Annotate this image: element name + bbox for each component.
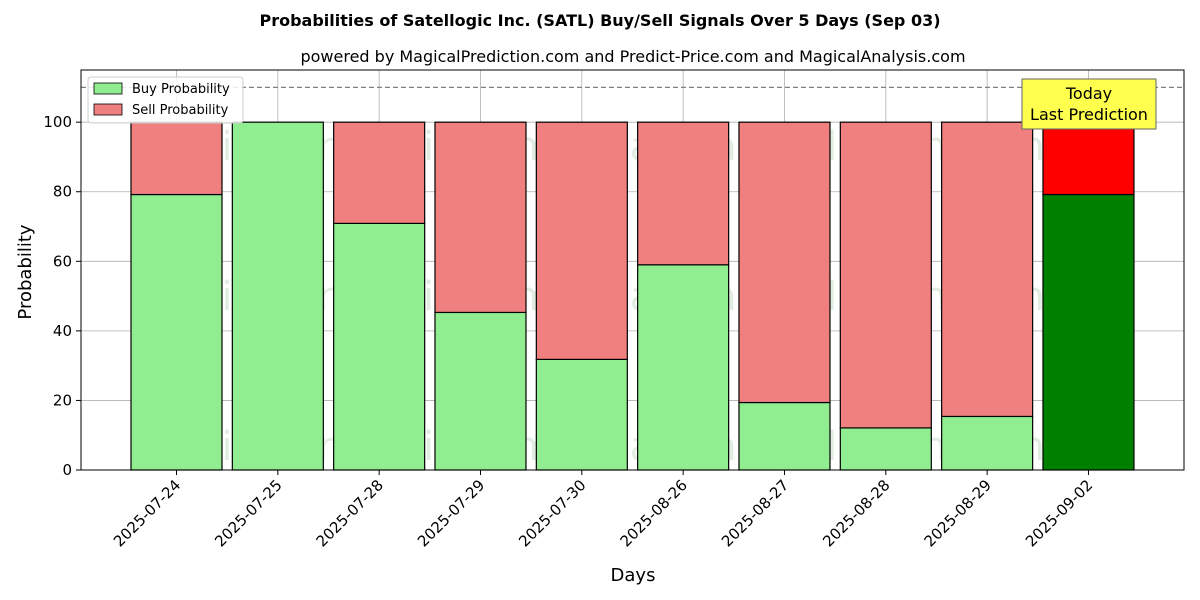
bars	[130, 121, 1135, 471]
x-tick-label-2025-07-29: 2025-07-29	[414, 476, 488, 550]
y-axis: 0 20 40 60 80 100	[43, 113, 81, 479]
annotation-box	[1021, 78, 1157, 130]
bar-buy-2025-09-02	[1042, 193, 1135, 471]
y-tick-label-4: 80	[53, 183, 72, 201]
bar-sell-2025-08-29	[941, 121, 1034, 418]
bar-sell-2025-08-28	[839, 121, 932, 429]
y-tick-label-3: 60	[53, 252, 72, 270]
bar-sell-2025-07-24	[130, 121, 223, 196]
x-tick-label-2025-08-29: 2025-08-29	[921, 476, 995, 550]
bar-sell-2025-07-29	[434, 121, 527, 314]
bar-buy-2025-08-27	[738, 401, 831, 471]
bar-buy-2025-08-28	[839, 427, 932, 471]
annotation-today: Today	[1065, 84, 1112, 103]
x-tick-label-2025-09-02: 2025-09-02	[1022, 476, 1096, 550]
x-tick-label-2025-08-26: 2025-08-26	[617, 476, 691, 550]
x-tick-label-2025-07-30: 2025-07-30	[515, 476, 589, 550]
bar-buy-2025-07-29	[434, 311, 527, 471]
x-tick-label-2025-07-28: 2025-07-28	[313, 476, 387, 550]
y-axis-label: Probability	[15, 224, 36, 319]
bar-sell-2025-09-02	[1042, 121, 1135, 196]
legend-label-buy: Buy Probability	[132, 82, 230, 97]
y-tick-label-2: 40	[53, 322, 72, 340]
legend-box	[87, 76, 244, 124]
legend-swatch-sell	[93, 103, 123, 116]
bar-sell-2025-08-26	[637, 121, 730, 266]
chart-title: Probabilities of Satellogic Inc. (SATL) …	[259, 11, 940, 30]
chart-subtitle: powered by MagicalPrediction.com and Pre…	[300, 47, 965, 66]
bar-buy-2025-07-30	[535, 358, 628, 471]
x-tick-label-2025-07-24: 2025-07-24	[110, 476, 184, 550]
plot-frame	[80, 69, 1185, 471]
bar-buy-2025-07-24	[130, 193, 223, 471]
bar-buy-2025-08-29	[941, 415, 1034, 471]
bar-sell-2025-07-30	[535, 121, 628, 360]
y-tick-label-5: 100	[43, 113, 72, 131]
x-tick-label-2025-08-28: 2025-08-28	[819, 476, 893, 550]
y-tick-label-0: 0	[62, 461, 72, 479]
y-tick-label-1: 20	[53, 391, 72, 409]
x-tick-label-2025-07-25: 2025-07-25	[211, 476, 285, 550]
legend: Buy Probability Sell Probability	[87, 76, 244, 124]
annotation-last-prediction: Last Prediction	[1030, 105, 1148, 124]
legend-swatch-buy	[93, 82, 123, 95]
x-axis: 2025-07-24 2025-07-25 2025-07-28 2025-07-29…	[110, 470, 1096, 550]
bar-buy-2025-08-26	[637, 264, 730, 471]
bar-sell-2025-07-28	[333, 121, 426, 224]
x-axis-label: Days	[611, 565, 656, 586]
today-annotation: Today Last Prediction	[1021, 78, 1157, 130]
bar-buy-2025-07-28	[333, 222, 426, 471]
legend-label-sell: Sell Probability	[132, 103, 229, 118]
x-tick-label-2025-08-27: 2025-08-27	[718, 476, 792, 550]
bar-sell-2025-08-27	[738, 121, 831, 404]
bar-buy-2025-07-25	[231, 121, 324, 471]
